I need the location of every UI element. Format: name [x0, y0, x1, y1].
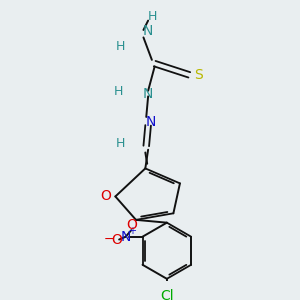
Text: O: O — [126, 218, 137, 233]
Text: Cl: Cl — [160, 289, 174, 300]
Text: N: N — [146, 115, 156, 129]
Text: N: N — [143, 87, 153, 100]
Text: H: H — [116, 40, 125, 53]
Text: O: O — [100, 190, 112, 203]
Text: S: S — [194, 68, 203, 82]
Text: O: O — [111, 232, 122, 247]
Text: H: H — [116, 136, 125, 150]
Text: N: N — [143, 24, 153, 38]
Text: N: N — [121, 230, 131, 244]
Text: H: H — [148, 10, 158, 23]
Text: −: − — [103, 233, 114, 246]
Text: +: + — [128, 226, 136, 236]
Text: H: H — [113, 85, 123, 98]
